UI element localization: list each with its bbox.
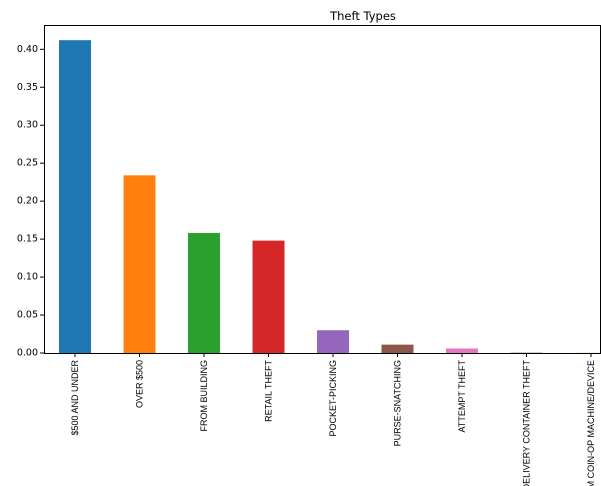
x-axis: $500 AND UNDER OVER $500 FROM BUILDING RETA… — [70, 353, 596, 486]
y-tick-label: 0.35 — [17, 82, 38, 93]
bar-2 — [123, 175, 156, 353]
x-tick-label: ATTEMPT THEFT — [457, 360, 467, 433]
x-tick-label: FROM COIN-OP MACHINE/DEVICE — [586, 360, 596, 486]
bar-5 — [317, 330, 349, 353]
y-tick-label: 0.15 — [17, 234, 38, 245]
y-axis: 0.00 0.05 0.10 0.15 0.20 0.25 0.30 0.35 0.40 — [17, 44, 44, 359]
y-tick-label: 0.05 — [17, 310, 38, 321]
y-tick-label: 0.00 — [17, 348, 38, 359]
bar-1 — [59, 40, 91, 354]
bar-6 — [381, 344, 414, 353]
x-tick-label: RETAIL THEFT — [264, 360, 274, 422]
y-tick-label: 0.10 — [17, 272, 38, 283]
y-tick-label: 0.20 — [17, 196, 38, 207]
bars-group — [59, 40, 601, 354]
bar-7 — [446, 348, 478, 353]
y-tick-label: 0.40 — [17, 44, 38, 55]
x-tick-label: POCKET-PICKING — [328, 360, 338, 437]
x-tick-label: FROM BUILDING — [199, 360, 209, 432]
x-tick-label: OVER $500 — [135, 360, 145, 408]
bar-3 — [188, 233, 220, 353]
x-tick-label: $500 AND UNDER — [70, 360, 80, 436]
x-tick-label: DELIVERY CONTAINER THEFT — [522, 359, 532, 486]
y-tick-label: 0.30 — [17, 120, 38, 131]
chart-title: Theft Types — [329, 9, 396, 23]
y-tick-label: 0.25 — [17, 158, 38, 169]
x-tick-label: PURSE-SNATCHING — [393, 360, 403, 446]
bar-4 — [252, 240, 285, 353]
